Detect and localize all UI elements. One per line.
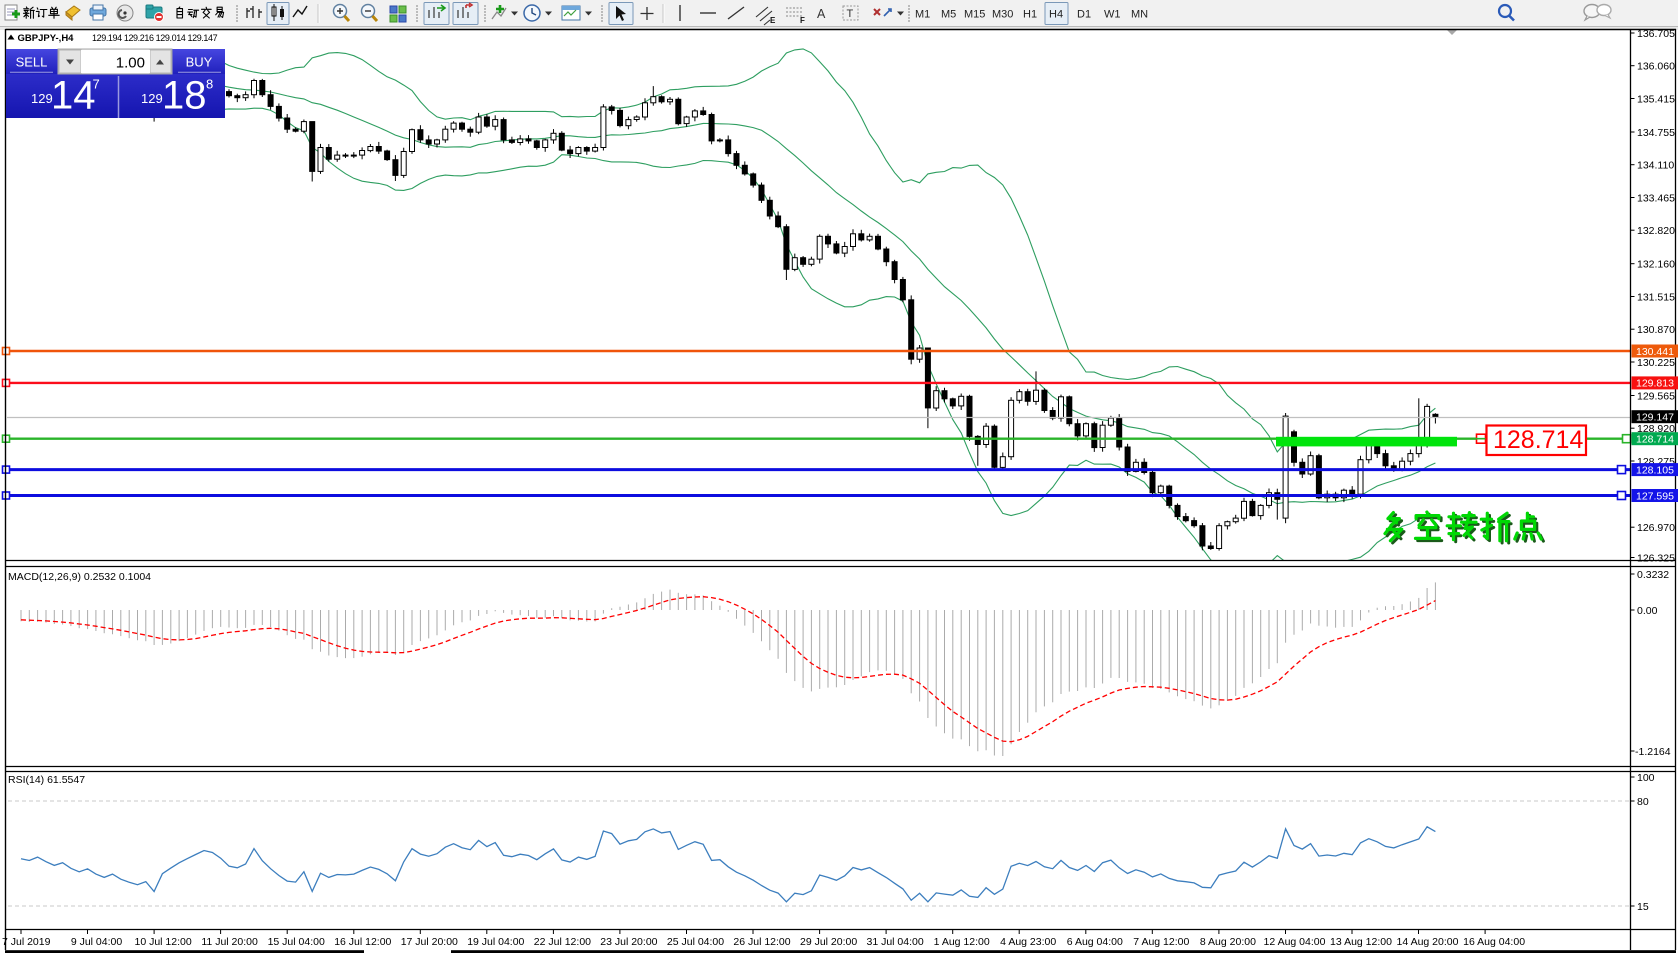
svg-text:E: E [770,16,776,25]
svg-text:14 Aug 20:00: 14 Aug 20:00 [1397,936,1459,948]
svg-text:23 Jul 20:00: 23 Jul 20:00 [600,936,657,948]
svg-text:0.3232: 0.3232 [1637,569,1669,581]
svg-text:135.415: 135.415 [1637,93,1675,105]
svg-text:12 Aug 04:00: 12 Aug 04:00 [1264,936,1326,948]
svg-text:H1: H1 [1023,9,1037,21]
svg-text:130.225: 130.225 [1637,357,1675,369]
svg-text:133.465: 133.465 [1637,192,1675,204]
svg-text:15: 15 [1637,901,1649,913]
svg-text:16 Aug 04:00: 16 Aug 04:00 [1463,936,1525,948]
svg-text:17 Jul 20:00: 17 Jul 20:00 [401,936,458,948]
svg-text:M5: M5 [941,9,956,21]
svg-text:W1: W1 [1104,9,1121,21]
svg-text:19 Jul 04:00: 19 Jul 04:00 [467,936,524,948]
svg-text:127.595: 127.595 [1636,490,1674,502]
svg-text:136.705: 136.705 [1637,28,1675,40]
svg-text:129.813: 129.813 [1636,378,1674,390]
svg-text:0.00: 0.00 [1637,605,1658,617]
svg-text:100: 100 [1637,772,1655,784]
svg-text:129.565: 129.565 [1637,390,1675,402]
svg-text:126.970: 126.970 [1637,522,1675,534]
svg-text:129: 129 [141,91,163,106]
svg-text:MACD(12,26,9) 0.2532 0.1004: MACD(12,26,9) 0.2532 0.1004 [8,571,151,583]
svg-text:13 Aug 12:00: 13 Aug 12:00 [1330,936,1392,948]
svg-text:136.060: 136.060 [1637,61,1675,73]
svg-text:128.714: 128.714 [1636,434,1674,446]
svg-text:134.110: 134.110 [1637,160,1674,172]
svg-text:6 Aug 04:00: 6 Aug 04:00 [1067,936,1123,948]
svg-text:H4: H4 [1049,9,1063,21]
svg-text:RSI(14) 61.5547: RSI(14) 61.5547 [8,774,85,786]
svg-text:132.160: 132.160 [1637,259,1675,271]
svg-text:128.920: 128.920 [1637,423,1675,435]
svg-text:126.325: 126.325 [1637,552,1675,564]
svg-text:11 Jul 20:00: 11 Jul 20:00 [201,936,258,948]
svg-text:M1: M1 [915,9,930,21]
svg-text:80: 80 [1637,796,1649,808]
svg-text:14: 14 [51,74,96,118]
svg-text:29 Jul 20:00: 29 Jul 20:00 [800,936,857,948]
svg-text:130.870: 130.870 [1637,324,1675,336]
svg-text:8 Aug 20:00: 8 Aug 20:00 [1200,936,1256,948]
svg-text:129.194 129.216 129.014 129.14: 129.194 129.216 129.014 129.147 [92,33,218,43]
svg-text:BUY: BUY [186,55,213,70]
svg-text:131.515: 131.515 [1637,291,1675,303]
svg-text:132.820: 132.820 [1637,225,1675,237]
svg-text:-1.2164: -1.2164 [1635,746,1671,758]
svg-text:134.755: 134.755 [1637,127,1675,139]
svg-text:22 Jul 12:00: 22 Jul 12:00 [534,936,591,948]
svg-text:128.714: 128.714 [1493,426,1583,454]
svg-text:D1: D1 [1077,9,1091,21]
svg-text:1 Aug 12:00: 1 Aug 12:00 [934,936,990,948]
svg-text:A: A [817,7,826,21]
svg-text:SELL: SELL [16,55,48,70]
svg-text:GBPJPY-,H4: GBPJPY-,H4 [18,33,75,44]
svg-text:7 Jul 2019: 7 Jul 2019 [2,936,51,948]
svg-text:MN: MN [1131,9,1148,21]
svg-text:7 Aug 12:00: 7 Aug 12:00 [1133,936,1189,948]
svg-text:8: 8 [206,77,213,92]
svg-text:18: 18 [162,74,207,118]
svg-text:16 Jul 12:00: 16 Jul 12:00 [334,936,391,948]
svg-text:26 Jul 12:00: 26 Jul 12:00 [733,936,790,948]
svg-text:M15: M15 [964,9,985,21]
svg-text:F: F [800,16,805,25]
svg-text:1.00: 1.00 [116,55,145,72]
svg-text:25 Jul 04:00: 25 Jul 04:00 [667,936,724,948]
svg-text:129: 129 [31,91,53,106]
svg-text:M30: M30 [992,9,1013,21]
svg-text:129.147: 129.147 [1636,412,1674,424]
svg-text:10 Jul 12:00: 10 Jul 12:00 [134,936,191,948]
svg-text:130.441: 130.441 [1636,346,1674,358]
svg-text:31 Jul 04:00: 31 Jul 04:00 [866,936,923,948]
svg-text:9 Jul 04:00: 9 Jul 04:00 [71,936,123,948]
svg-text:T: T [847,8,854,20]
svg-text:128.105: 128.105 [1636,464,1674,476]
svg-text:4 Aug 23:00: 4 Aug 23:00 [1000,936,1056,948]
svg-text:15 Jul 04:00: 15 Jul 04:00 [268,936,325,948]
svg-text:7: 7 [93,77,100,92]
